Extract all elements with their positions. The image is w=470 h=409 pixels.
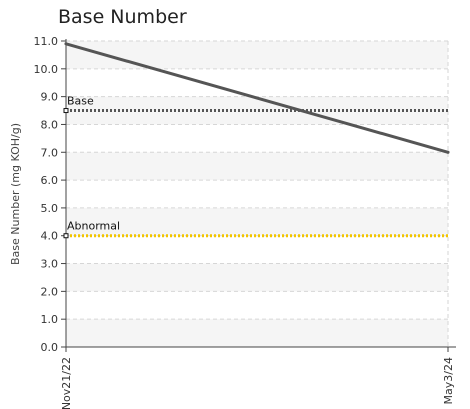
axes <box>65 39 456 348</box>
y-tick-label: 8.0 <box>41 118 59 131</box>
x-tick-labels: Nov21/22 May3/24 <box>60 357 455 409</box>
y-tick-label: 9.0 <box>41 91 59 104</box>
plot-band <box>66 263 448 292</box>
reference-lines: Base Abnormal <box>63 95 448 239</box>
reference-label-base: Base <box>67 95 94 108</box>
reference-label-abnormal: Abnormal <box>67 220 120 233</box>
data-point <box>64 42 68 46</box>
x-tick-label: May3/24 <box>442 357 455 404</box>
grid-lines <box>61 40 449 352</box>
reference-marker <box>63 233 69 239</box>
y-tick-label: 5.0 <box>41 202 59 215</box>
plot-band <box>66 152 448 181</box>
plot-bands <box>66 41 448 347</box>
y-tick-labels: 0.0 1.0 2.0 3.0 4.0 5.0 6.0 7.0 8.0 9.0 10.0 11.0 <box>34 35 59 354</box>
reference-marker <box>63 108 69 114</box>
plot-band <box>66 207 448 236</box>
y-tick-label: 2.0 <box>41 285 59 298</box>
plot-band <box>66 319 448 347</box>
y-tick-label: 7.0 <box>41 146 59 159</box>
series-line <box>64 42 450 154</box>
y-tick-label: 4.0 <box>41 230 59 243</box>
y-tick-label: 3.0 <box>41 258 59 271</box>
chart-title: Base Number <box>58 6 187 28</box>
x-tick-label: Nov21/22 <box>60 357 73 409</box>
y-tick-label: 6.0 <box>41 174 59 187</box>
y-tick-label: 1.0 <box>41 313 59 326</box>
y-tick-label: 10.0 <box>34 63 59 76</box>
series-lines <box>64 42 450 154</box>
y-tick-label: 0.0 <box>41 341 59 354</box>
plot-band <box>66 41 448 69</box>
y-axis-label: Base Number (mg KOH/g) <box>9 123 22 265</box>
data-point <box>446 150 450 154</box>
y-tick-label: 11.0 <box>34 35 59 48</box>
plot-band <box>66 96 448 125</box>
